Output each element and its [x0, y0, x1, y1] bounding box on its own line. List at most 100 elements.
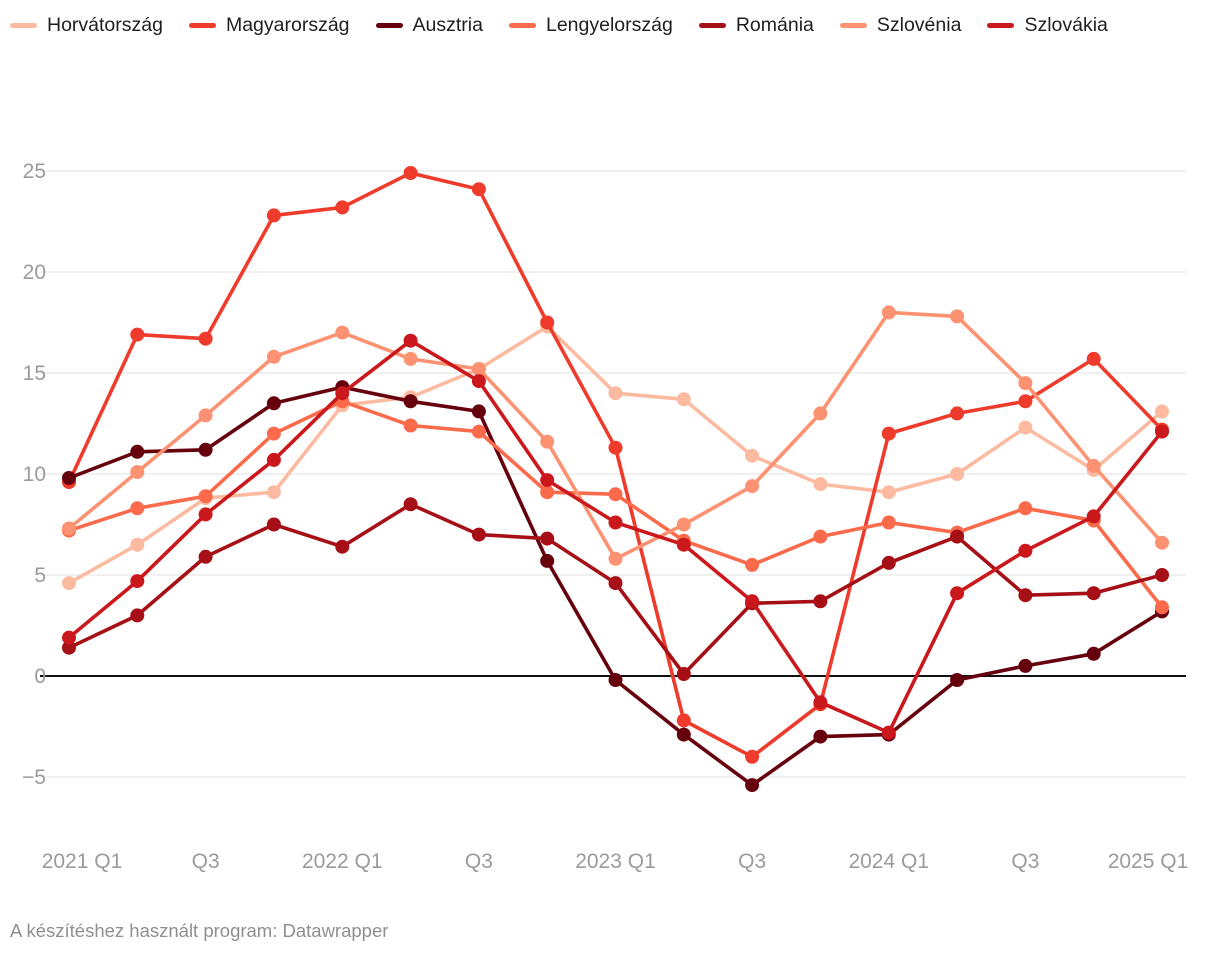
data-point: [1086, 458, 1101, 473]
legend-label: Szlovákia: [1024, 14, 1108, 36]
data-point: [881, 555, 896, 570]
data-point: [813, 695, 828, 710]
data-point: [1018, 501, 1033, 516]
legend-item-szlovakia: Szlovákia: [987, 14, 1108, 36]
legend-label: Ausztria: [412, 14, 483, 36]
x-tick-label: 2022 Q1: [302, 850, 383, 873]
data-point: [62, 630, 76, 645]
data-point: [745, 778, 760, 793]
data-point: [471, 374, 486, 389]
data-point: [1018, 543, 1033, 558]
data-point: [471, 362, 486, 376]
data-point: [676, 392, 691, 407]
data-point: [471, 527, 486, 542]
data-point: [881, 305, 896, 320]
data-point: [62, 521, 76, 536]
data-point: [676, 667, 691, 681]
data-point: [1018, 420, 1033, 435]
data-point: [62, 640, 76, 655]
data-point: [950, 309, 965, 324]
series-romania: [62, 497, 1169, 681]
data-point: [266, 485, 281, 500]
legend-item-szlovenia: Szlovénia: [839, 14, 962, 36]
legend-swatch-icon: [188, 23, 216, 29]
data-point: [813, 594, 828, 609]
data-point: [881, 515, 896, 530]
data-point: [540, 553, 555, 568]
data-point: [608, 386, 623, 401]
data-point: [608, 673, 623, 687]
data-point: [130, 608, 145, 623]
legend-label: Lengyelország: [545, 14, 673, 36]
legend-swatch-icon: [987, 23, 1015, 29]
data-point: [540, 434, 555, 449]
data-point: [403, 497, 418, 512]
y-tick-label: 5: [34, 564, 46, 587]
series-line: [67, 171, 1164, 759]
data-point: [130, 501, 145, 516]
data-point: [130, 574, 145, 589]
x-tick-label: 2021 Q1: [42, 850, 123, 873]
data-point: [950, 673, 965, 687]
x-tick-label: Q3: [738, 850, 766, 873]
data-point: [130, 537, 145, 552]
data-point: [403, 418, 418, 433]
legend-label: Szlovénia: [876, 14, 962, 36]
data-point: [335, 325, 350, 340]
data-point: [130, 444, 145, 459]
series-szlovakia: [62, 333, 1169, 740]
y-tick-label: 0: [34, 665, 46, 688]
data-point: [745, 557, 760, 572]
legend-swatch-icon: [10, 23, 37, 29]
data-point: [950, 467, 965, 481]
data-point: [1155, 568, 1169, 582]
chart-credit: A készítéshez használt program: Datawrap…: [10, 920, 389, 941]
x-tick-label: 2023 Q1: [575, 850, 656, 873]
data-point: [608, 576, 623, 591]
data-point: [813, 729, 828, 744]
data-point: [745, 594, 760, 609]
legend-swatch-icon: [508, 23, 536, 29]
data-point: [608, 551, 623, 566]
data-point: [676, 537, 691, 552]
data-point: [266, 517, 281, 532]
x-tick-label: 2025 Q1: [1108, 850, 1189, 873]
legend-swatch-icon: [375, 23, 403, 29]
x-tick-label: Q3: [465, 850, 493, 873]
series-lengyelorszag: [62, 394, 1169, 615]
data-point: [881, 725, 896, 740]
y-axis-labels: 25 20 15 10 5 0 −5: [22, 160, 46, 789]
data-point: [130, 327, 145, 342]
data-point: [62, 471, 76, 485]
legend-label: Románia: [735, 14, 814, 36]
data-point: [1155, 535, 1169, 550]
data-point: [266, 208, 281, 223]
data-point: [1018, 658, 1033, 673]
data-point: [745, 479, 760, 494]
data-point: [335, 386, 350, 401]
data-point: [403, 166, 418, 180]
data-point: [1018, 394, 1033, 409]
series-szlovenia: [62, 305, 1169, 566]
data-point: [62, 576, 76, 591]
data-point: [1086, 586, 1101, 601]
data-point: [676, 727, 691, 742]
data-point: [1155, 600, 1169, 615]
data-point: [335, 200, 350, 215]
data-point: [950, 529, 965, 544]
data-point: [1086, 351, 1101, 366]
data-point: [881, 426, 896, 441]
x-axis-labels: 2021 Q1 Q3 2022 Q1 Q3 2023 Q1 Q3 2024 Q1 Q3 2025…: [42, 850, 1189, 873]
data-point: [266, 452, 281, 467]
chart-legend: Horvátország Magyarország Ausztria Lengyelo…: [10, 14, 1190, 36]
data-point: [1086, 509, 1101, 524]
data-point: [950, 406, 965, 421]
data-point: [813, 406, 828, 421]
data-point: [198, 489, 213, 504]
data-point: [813, 477, 828, 492]
x-tick-label: Q3: [1011, 850, 1039, 873]
data-point: [403, 394, 418, 409]
data-point: [1018, 376, 1033, 391]
legend-label: Horvátország: [47, 14, 163, 36]
data-point: [608, 487, 623, 502]
